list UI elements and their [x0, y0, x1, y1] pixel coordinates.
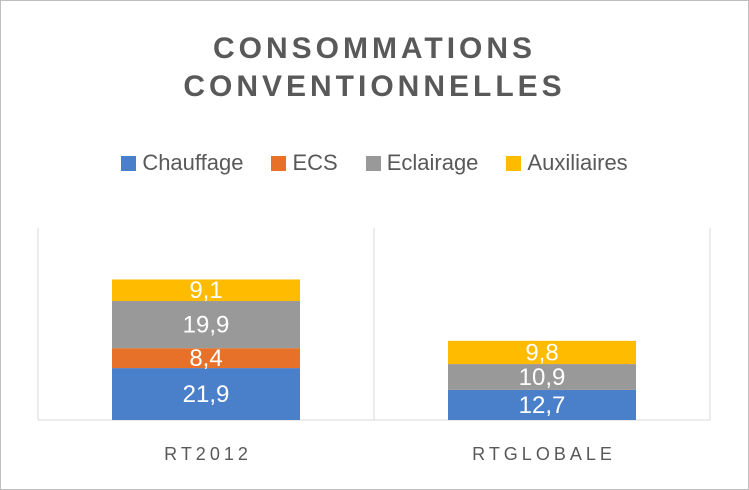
bar-segment-auxiliaires	[448, 340, 636, 365]
chart-title: CONSOMMATIONS CONVENTIONNELLES	[0, 30, 749, 106]
bar-segment-chauffage	[112, 368, 300, 420]
legend-swatch-ecs	[271, 155, 287, 171]
x-tick-label: RTGLOBALE	[472, 444, 616, 464]
bar-segment-ecs	[112, 348, 300, 369]
legend-item-ecs: ECS	[271, 150, 338, 176]
legend-swatch-chauffage	[121, 155, 137, 171]
data-label-eclairage: 19,9	[183, 312, 230, 339]
data-label-chauffage: 12,7	[519, 392, 566, 419]
bar-segment-chauffage	[448, 389, 636, 420]
bar-segment-eclairage	[112, 301, 300, 349]
legend-swatch-auxiliaires	[506, 155, 522, 171]
legend-swatch-eclairage	[365, 155, 381, 171]
data-label-auxiliaires: 9,1	[189, 277, 222, 304]
data-label-ecs: 8,4	[189, 345, 222, 372]
chart-title-line-2: CONVENTIONNELLES	[183, 70, 566, 103]
legend-label-ecs: ECS	[292, 150, 338, 175]
legend-item-chauffage: Chauffage	[121, 150, 243, 176]
x-tick-label: RT2012	[164, 444, 252, 464]
data-label-chauffage: 21,9	[183, 381, 230, 408]
data-label-eclairage: 10,9	[519, 364, 566, 391]
bar-segment-auxiliaires	[112, 279, 300, 302]
legend-item-auxiliaires: Auxiliaires	[506, 150, 628, 176]
chart-title-line-1: CONSOMMATIONS	[212, 32, 537, 65]
legend-item-eclairage: Eclairage	[365, 150, 479, 176]
legend-label-chauffage: Chauffage	[142, 150, 244, 175]
chart-legend: Chauffage ECS Eclairage Auxiliaires	[0, 150, 749, 176]
data-label-auxiliaires: 9,8	[525, 339, 558, 366]
bar-segment-eclairage	[448, 364, 636, 390]
legend-label-eclairage: Eclairage	[386, 150, 479, 175]
legend-label-auxiliaires: Auxiliaires	[527, 150, 628, 175]
